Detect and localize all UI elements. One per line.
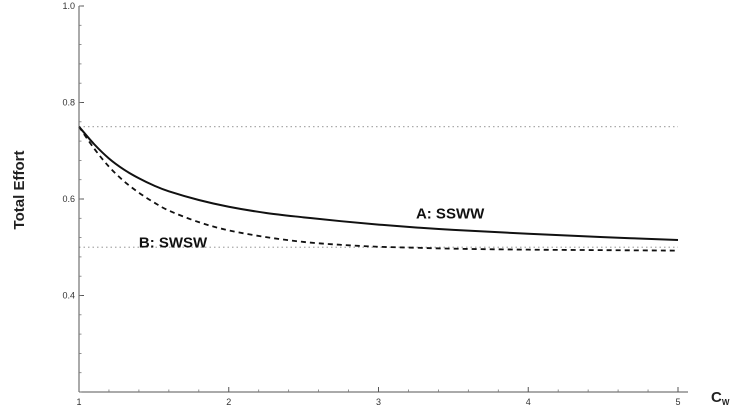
reference-lines <box>79 126 678 248</box>
y-axis-title: Total Effort <box>11 151 28 230</box>
x-axis-title-subscript: W <box>722 398 730 407</box>
ticks <box>78 5 679 393</box>
x-tick-label: 1 <box>76 397 81 407</box>
y-tick-label: 0.8 <box>62 98 75 108</box>
y-tick-label: 0.4 <box>62 291 75 301</box>
series-label-b: B: SWSW <box>139 234 208 251</box>
x-tick-label: 3 <box>376 397 381 407</box>
x-tick-label: 4 <box>526 397 531 407</box>
y-tick-label: 0.6 <box>62 194 75 204</box>
axes <box>78 6 688 393</box>
series-line-a <box>78 125 679 242</box>
series-line-b <box>78 126 679 252</box>
y-tick-label: 1.0 <box>62 1 75 11</box>
x-axis-title: CW <box>711 389 730 407</box>
x-tick-label: 5 <box>675 397 680 407</box>
tick-labels: 1 2 3 4 5 0.4 0.6 0.8 1.0 <box>62 1 680 407</box>
x-axis-title-main: C <box>711 389 722 406</box>
x-tick-label: 2 <box>226 397 231 407</box>
series-lines <box>78 125 679 252</box>
series-labels: A: SSWW B: SWSW <box>139 205 485 251</box>
series-label-a: A: SSWW <box>416 205 485 222</box>
